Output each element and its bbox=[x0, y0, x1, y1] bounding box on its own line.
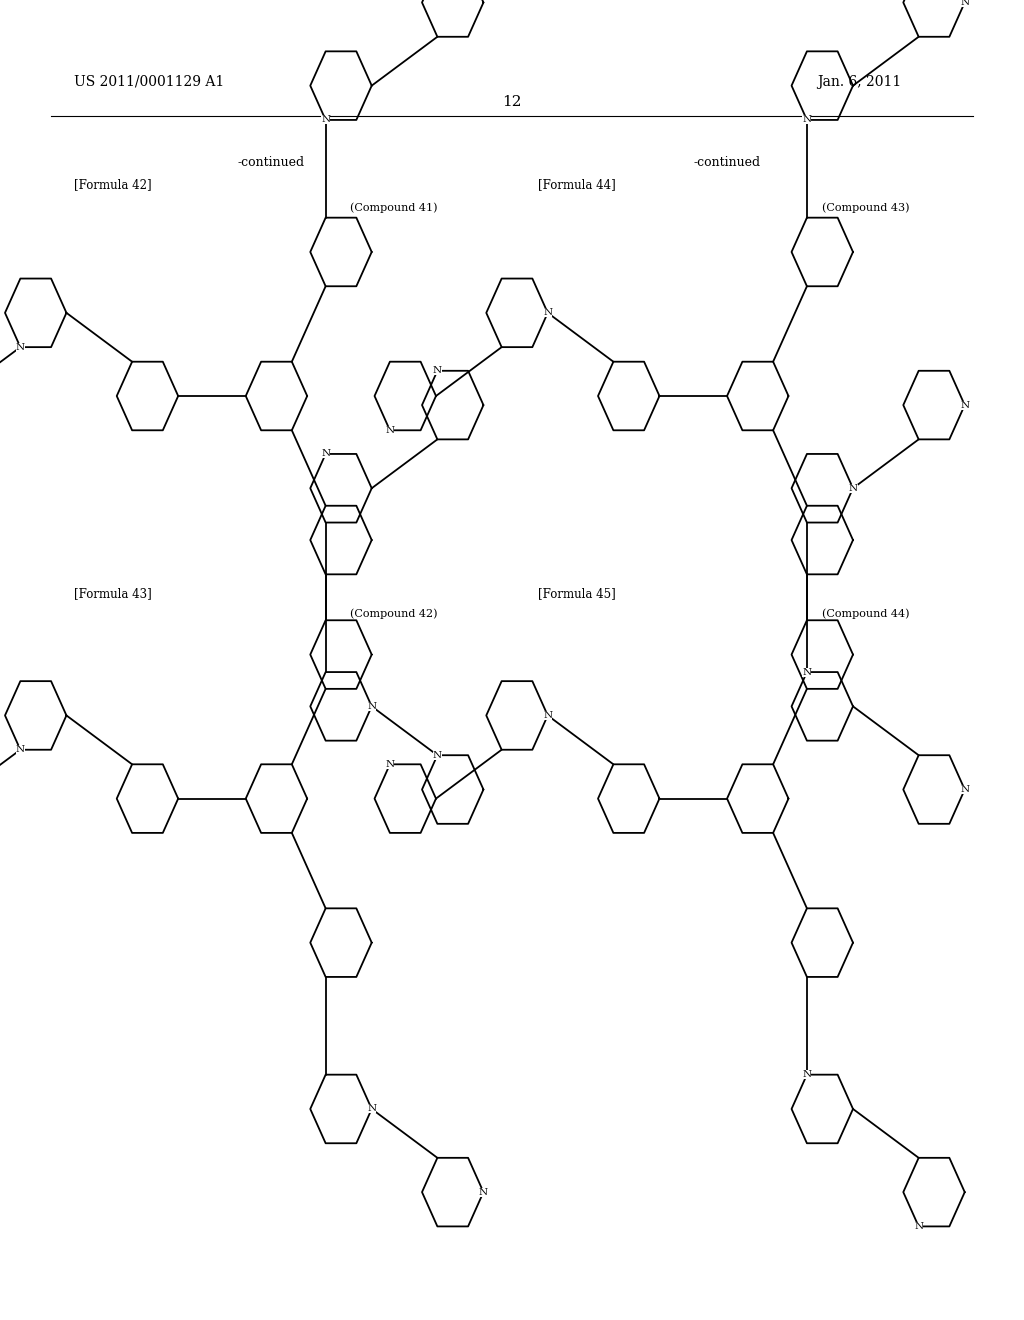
Text: N: N bbox=[961, 0, 970, 7]
Text: N: N bbox=[15, 343, 25, 351]
Text: Jan. 6, 2011: Jan. 6, 2011 bbox=[817, 75, 901, 88]
Text: N: N bbox=[961, 400, 970, 409]
Text: (Compound 41): (Compound 41) bbox=[350, 202, 438, 213]
Text: N: N bbox=[803, 1071, 811, 1080]
Text: N: N bbox=[914, 1222, 924, 1232]
Text: US 2011/0001129 A1: US 2011/0001129 A1 bbox=[74, 75, 224, 88]
Text: N: N bbox=[961, 785, 970, 795]
Text: N: N bbox=[15, 746, 25, 754]
Text: [Formula 43]: [Formula 43] bbox=[74, 587, 152, 601]
Text: N: N bbox=[849, 483, 857, 492]
Text: N: N bbox=[479, 1188, 488, 1197]
Text: N: N bbox=[322, 115, 330, 124]
Text: [Formula 45]: [Formula 45] bbox=[538, 587, 615, 601]
Text: N: N bbox=[543, 711, 552, 719]
Text: N: N bbox=[803, 115, 811, 124]
Text: (Compound 44): (Compound 44) bbox=[821, 609, 909, 619]
Text: N: N bbox=[385, 426, 394, 434]
Text: 12: 12 bbox=[502, 95, 522, 108]
Text: N: N bbox=[433, 751, 442, 760]
Text: -continued: -continued bbox=[238, 156, 305, 169]
Text: [Formula 44]: [Formula 44] bbox=[538, 178, 615, 191]
Text: N: N bbox=[433, 366, 442, 375]
Text: (Compound 42): (Compound 42) bbox=[350, 609, 438, 619]
Text: (Compound 43): (Compound 43) bbox=[821, 202, 909, 213]
Text: N: N bbox=[322, 449, 330, 458]
Text: N: N bbox=[368, 1105, 376, 1114]
Text: N: N bbox=[385, 760, 394, 768]
Text: N: N bbox=[543, 309, 552, 317]
Text: [Formula 42]: [Formula 42] bbox=[74, 178, 152, 191]
Text: N: N bbox=[803, 668, 811, 677]
Text: N: N bbox=[368, 702, 376, 711]
Text: -continued: -continued bbox=[693, 156, 761, 169]
